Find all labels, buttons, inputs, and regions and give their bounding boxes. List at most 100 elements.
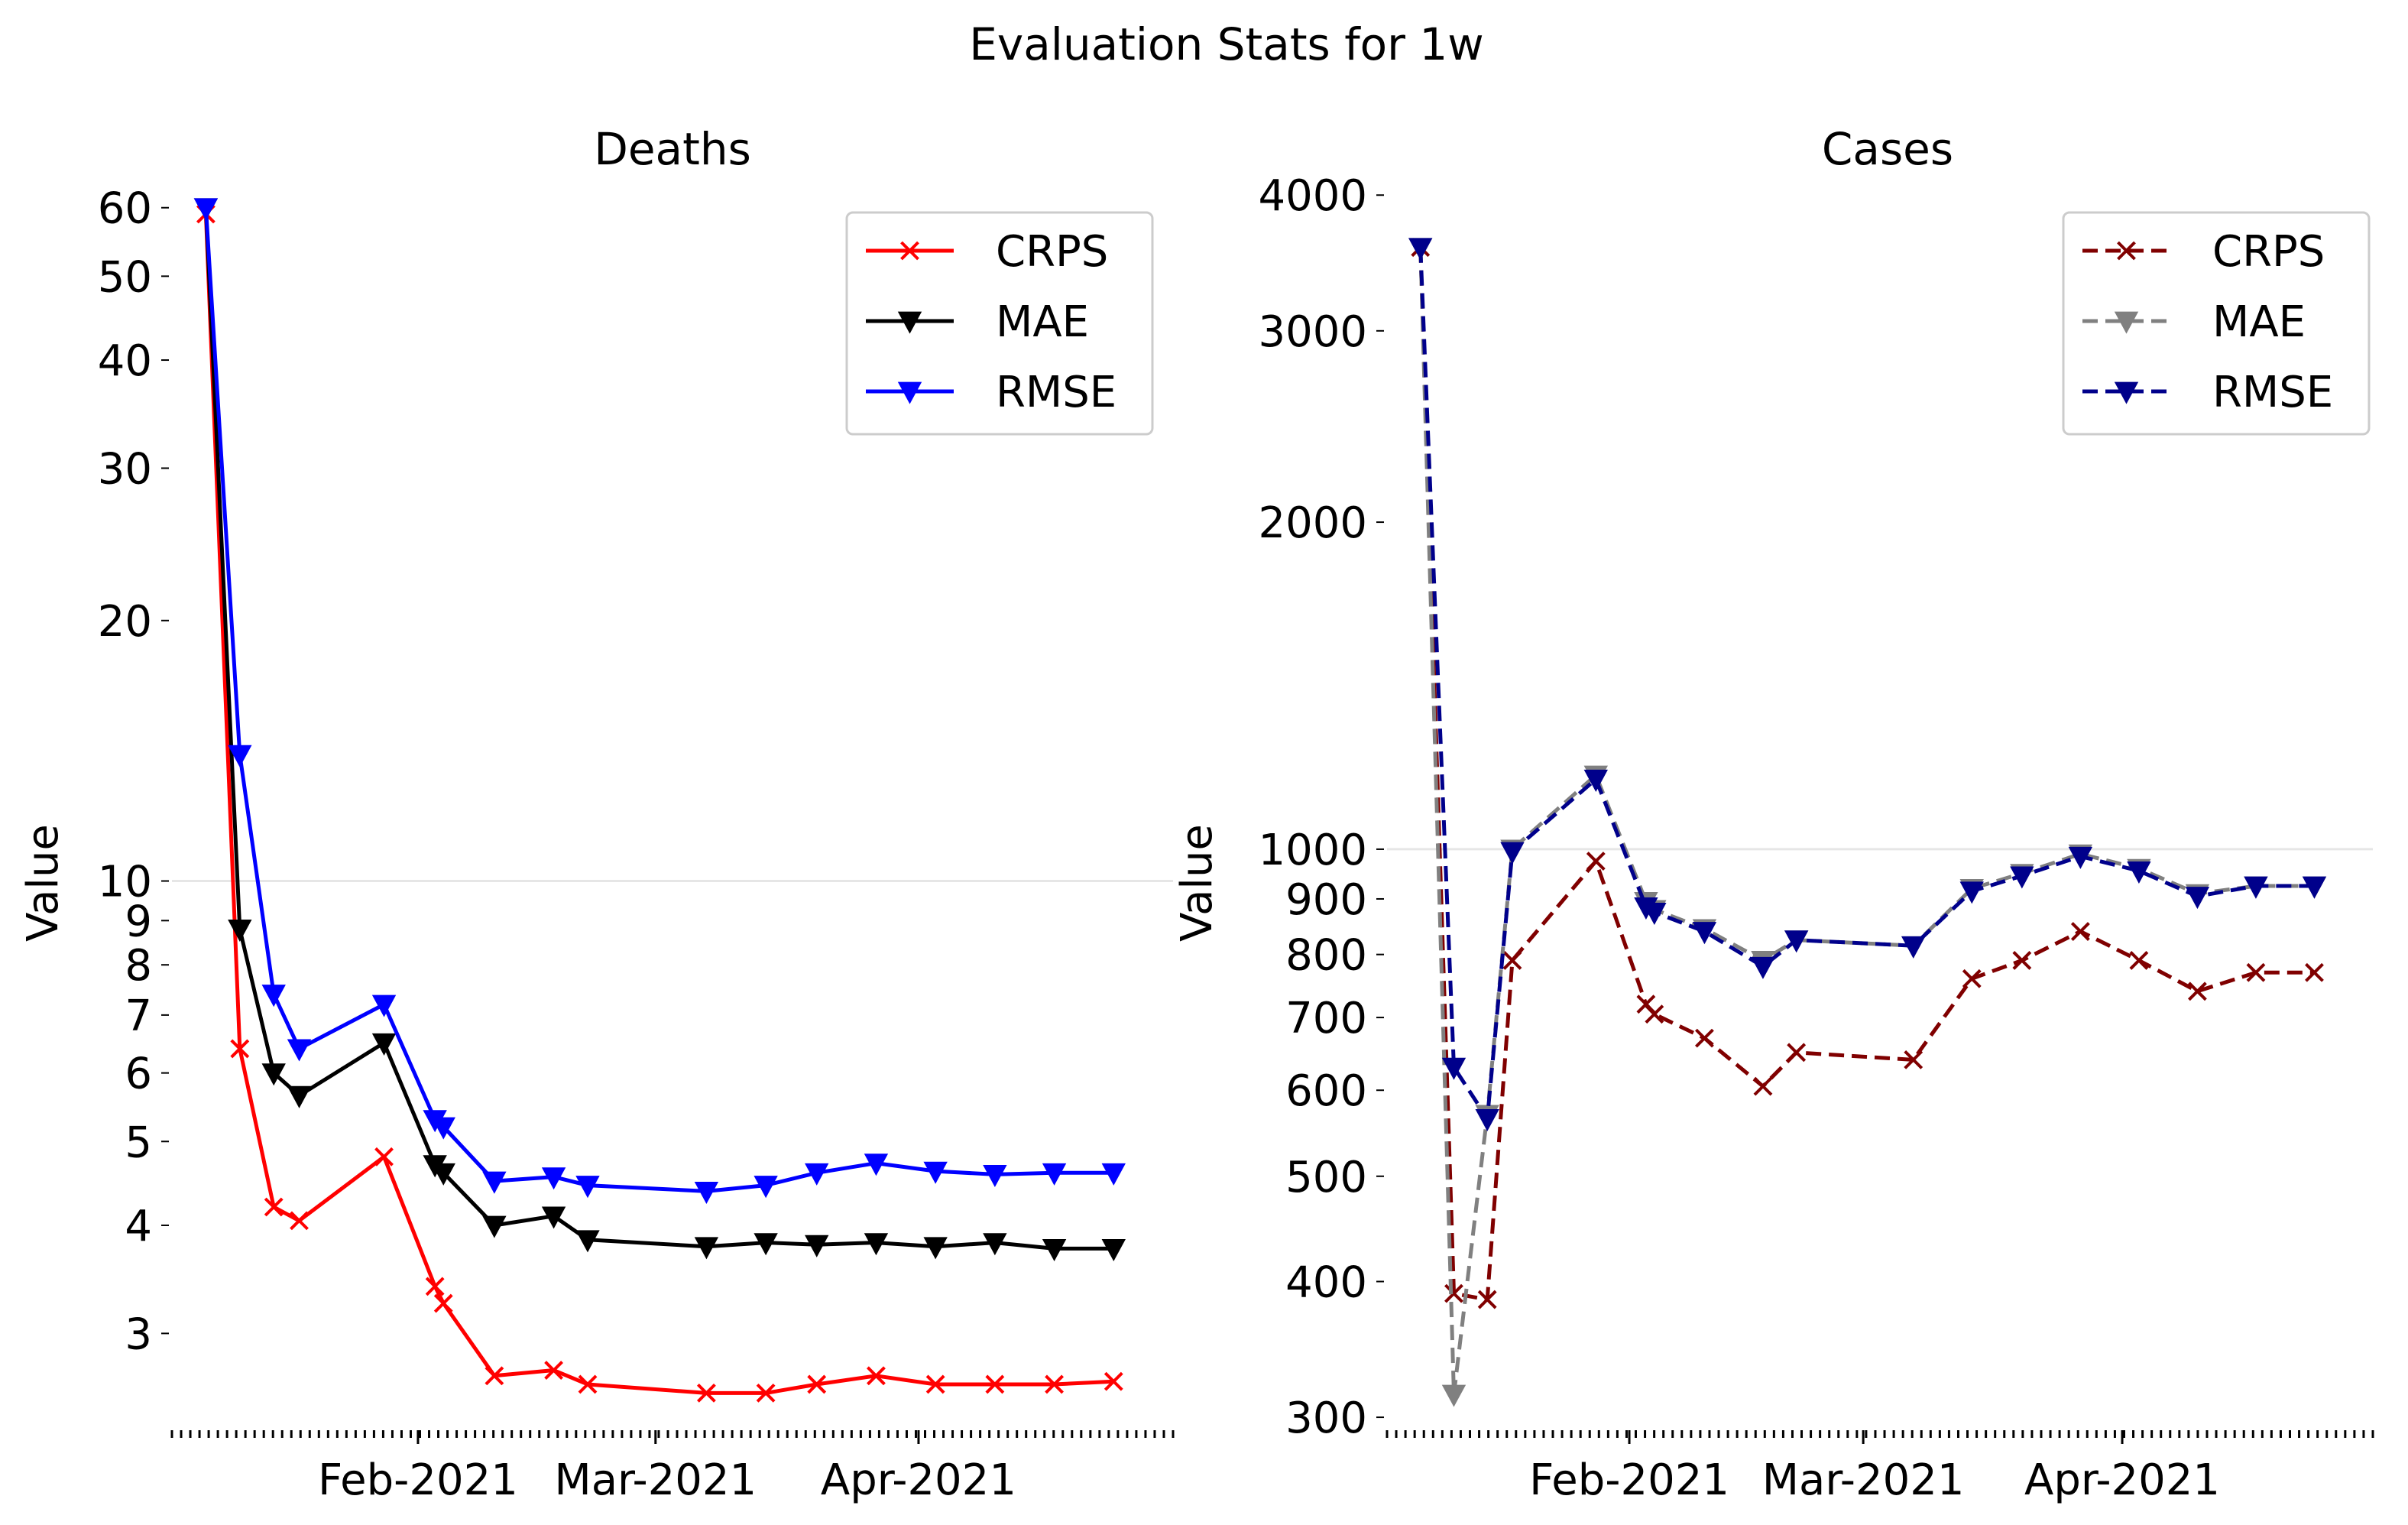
cases-rmse-point [2185, 887, 2210, 910]
deaths-y-tick-label: 10 [98, 858, 152, 907]
cases-y-tick-label: 300 [1285, 1394, 1367, 1443]
deaths-legend-label-crps: CRPS [996, 227, 1108, 277]
deaths-mae-point [431, 1163, 455, 1186]
deaths-crps-point [925, 1374, 945, 1394]
cases-legend-label-mae: MAE [2212, 297, 2306, 347]
deaths-y-tick-label: 7 [125, 991, 152, 1041]
cases-crps-point [2188, 982, 2207, 1001]
cases-crps-point [2246, 962, 2266, 982]
cases-rmse-point [1583, 769, 1608, 792]
cases-legend: CRPS MAE RMSE [2062, 211, 2371, 436]
cases-y-tick-label: 800 [1285, 931, 1367, 981]
deaths-rmse-point [694, 1181, 719, 1204]
deaths-rmse-point [864, 1153, 889, 1176]
cases-rmse-point [1959, 881, 1984, 904]
cases-crps-point [2305, 962, 2324, 982]
deaths-series-rmse [193, 198, 1126, 1204]
cases-rmse-point [1901, 936, 1926, 959]
cases-rmse-point [1475, 1108, 1499, 1131]
deaths-crps-point [756, 1383, 776, 1403]
cases-legend-marker-mae [2114, 311, 2139, 334]
cases-y-tick-label: 400 [1285, 1258, 1367, 1308]
cases-crps-line [1418, 247, 2315, 1302]
deaths-y-tick-label: 3 [125, 1309, 152, 1359]
cases-rmse-point [2244, 876, 2268, 899]
deaths-series-crps [196, 204, 1123, 1403]
cases-y-tick-label: 600 [1285, 1066, 1367, 1116]
cases-rmse-point [1642, 902, 1667, 925]
cases-crps-point [1787, 1043, 1807, 1063]
deaths-crps-point [230, 1039, 250, 1059]
cases-y-tick-label: 3000 [1258, 307, 1367, 357]
deaths-crps-point [807, 1374, 827, 1394]
deaths-y-tick-label: 9 [125, 897, 152, 946]
deaths-legend-box [845, 211, 1154, 436]
deaths-rmse-point [541, 1167, 566, 1190]
deaths-rmse-point [261, 985, 286, 1007]
cases-rmse-point [1751, 956, 1775, 979]
deaths-mae-point [983, 1233, 1007, 1256]
deaths-y-tick-label: 5 [125, 1118, 152, 1167]
deaths-rmse-point [923, 1161, 948, 1184]
deaths-mae-point [482, 1215, 507, 1238]
deaths-rmse-point [983, 1165, 1007, 1188]
cases-y-tick-label: 700 [1285, 994, 1367, 1043]
deaths-crps-point [433, 1293, 453, 1313]
deaths-y-tick-label: 50 [98, 252, 152, 302]
deaths-rmse-point [575, 1176, 600, 1199]
cases-crps-point [1753, 1076, 1773, 1096]
deaths-crps-point [696, 1383, 716, 1403]
cases-rmse-point [2127, 861, 2151, 884]
cases-rmse-point [2068, 846, 2093, 869]
cases-y-tick-label: 500 [1285, 1153, 1367, 1202]
deaths-y-tick-label: 30 [98, 444, 152, 494]
deaths-mae-point [864, 1233, 889, 1256]
deaths-rmse-point [287, 1039, 312, 1062]
cases-rmse-point [1441, 1057, 1467, 1080]
cases-crps-point [1502, 951, 1522, 970]
deaths-x-tick-label: Feb-2021 [318, 1455, 518, 1505]
figure-title: Evaluation Stats for 1w [969, 18, 1484, 70]
deaths-legend-marker-mae [897, 311, 922, 334]
deaths-mae-point [371, 1033, 397, 1056]
deaths-x-tick-label: Mar-2021 [554, 1455, 757, 1505]
deaths-mae-point [287, 1085, 312, 1108]
deaths-rmse-point [228, 745, 252, 767]
deaths-mae-point [575, 1230, 600, 1253]
cases-x-tick-label: Feb-2021 [1529, 1455, 1729, 1505]
cases-y-axis-label: Value [1172, 824, 1222, 942]
deaths-rmse-point [193, 198, 219, 221]
cases-crps-point [1477, 1290, 1497, 1309]
deaths-crps-point [544, 1361, 563, 1380]
cases-crps-point [1444, 1283, 1463, 1303]
deaths-rmse-point [1042, 1163, 1067, 1186]
cases-series-crps [1411, 238, 2324, 1309]
deaths-mae-point [1101, 1239, 1126, 1262]
cases-x-tick-label: Apr-2021 [2024, 1455, 2220, 1505]
deaths-legend-label-rmse: RMSE [996, 368, 1116, 417]
deaths-y-tick-label: 8 [125, 941, 152, 991]
cases-crps-point [1695, 1028, 1714, 1048]
cases-rmse-point [1784, 930, 1809, 953]
deaths-mae-point [805, 1235, 829, 1257]
deaths-series-mae [193, 198, 1126, 1262]
deaths-rmse-point [754, 1176, 778, 1199]
deaths-y-tick-label: 20 [98, 597, 152, 647]
cases-crps-point [2070, 922, 2090, 941]
deaths-title: Deaths [594, 123, 751, 175]
deaths-rmse-point [371, 994, 397, 1017]
cases-crps-point [2129, 951, 2149, 970]
cases-y-tick-label: 900 [1285, 875, 1367, 925]
deaths-legend: CRPS MAE RMSE [845, 211, 1154, 436]
cases-rmse-point [2010, 866, 2034, 889]
deaths-mae-point [923, 1237, 948, 1260]
cases-x-tick-label: Mar-2021 [1762, 1455, 1965, 1505]
cases-mae-point [1441, 1384, 1467, 1407]
cases-legend-box [2062, 211, 2371, 436]
deaths-legend-marker-rmse [897, 381, 922, 404]
deaths-x-tick-label: Apr-2021 [821, 1455, 1016, 1505]
deaths-y-tick-label: 40 [98, 336, 152, 386]
